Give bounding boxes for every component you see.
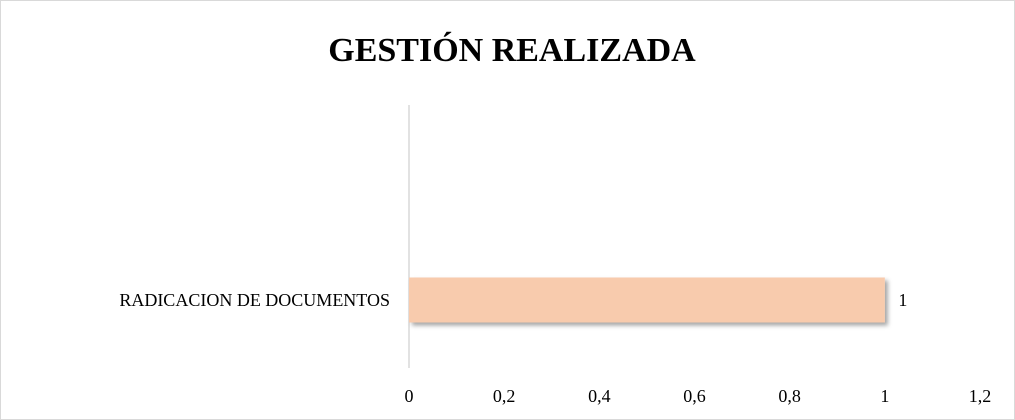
x-tick-label: 0,6 (683, 386, 706, 406)
x-tick-label: 0 (405, 386, 414, 406)
x-tick-label: 0,8 (778, 386, 801, 406)
chart-title: GESTIÓN REALIZADA (328, 31, 696, 69)
x-tick-label: 0,4 (588, 386, 611, 406)
x-tick-label: 1,2 (969, 386, 992, 406)
y-tick-label: RADICACION DE DOCUMENTOS (119, 290, 390, 310)
bar (409, 277, 885, 323)
x-tick-label: 0,2 (493, 386, 516, 406)
x-tick-label: 1 (880, 386, 889, 406)
data-label: 1 (898, 290, 907, 310)
